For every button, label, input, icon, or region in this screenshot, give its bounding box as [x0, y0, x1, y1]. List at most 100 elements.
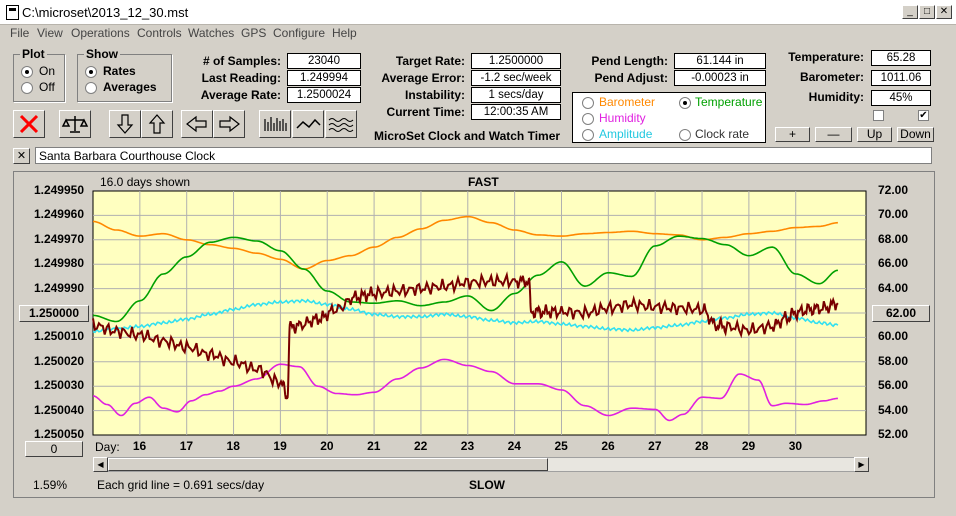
day-tick: 21: [367, 439, 381, 453]
instability-value: 1 secs/day: [471, 87, 561, 103]
chart-panel: [13, 171, 935, 498]
average-rate-value: 1.2500024: [287, 87, 361, 103]
pend-adjust-value: -0.00023 in: [674, 70, 766, 86]
sensor-select-box: [572, 92, 766, 143]
y-right-tick: 56.00: [878, 378, 909, 393]
arrow-left-icon: [186, 115, 207, 133]
barometer-option[interactable]: Barometer: [599, 95, 656, 109]
show-averages-radio[interactable]: [85, 82, 97, 94]
y-left-tick: 1.250040: [33, 402, 84, 417]
title-bar: [0, 0, 956, 25]
day-tick: 22: [413, 439, 428, 453]
up-button[interactable]: Up: [857, 127, 892, 142]
y-left-tick: 1.249960: [33, 207, 84, 222]
average-error-label: Average Error:: [381, 71, 465, 85]
fast-label: FAST: [468, 175, 499, 189]
temperature-value: 65.28: [871, 50, 931, 66]
bar-graph-button[interactable]: [259, 110, 291, 138]
day-tick: 26: [601, 439, 615, 453]
menu-operations[interactable]: Operations: [71, 26, 130, 40]
minimize-button[interactable]: _: [902, 5, 918, 19]
pend-length-label: Pend Length:: [591, 54, 668, 68]
day-tick: 20: [320, 439, 334, 453]
last-reading-value: 1.249994: [287, 70, 361, 86]
temperature-option[interactable]: Temperature: [695, 95, 763, 109]
samples-label: # of Samples:: [202, 54, 281, 68]
plot-on-radio[interactable]: [21, 66, 33, 78]
amplitude-option[interactable]: Amplitude: [599, 127, 653, 141]
line-graph-icon: [296, 118, 321, 129]
series-line-3: [92, 358, 838, 422]
wave-graph-button[interactable]: [325, 110, 357, 138]
barometer-value: 1011.06: [871, 70, 931, 86]
offset-button[interactable]: 0: [25, 441, 83, 457]
plus-button[interactable]: +: [775, 127, 810, 142]
y-right-tick: 72.00: [878, 183, 909, 197]
menu-help[interactable]: Help: [332, 26, 357, 40]
y-left-tick: 1.250050: [33, 427, 84, 441]
balance-scale-icon: [61, 116, 89, 133]
series-line-1: [92, 235, 838, 323]
day-tick: 18: [226, 439, 240, 453]
scroll-right-button[interactable]: [213, 110, 245, 138]
plot-group: Plot: [13, 47, 65, 102]
scroll-up-button[interactable]: [141, 110, 173, 138]
show-legend: Show: [84, 47, 120, 61]
grid-note: Each grid line = 0.691 secs/day: [97, 478, 265, 492]
left-center-button[interactable]: 1.250000: [19, 305, 89, 322]
clock-rate-option[interactable]: Clock rate: [695, 127, 750, 141]
right-center-button[interactable]: 62.00: [872, 305, 930, 322]
menu-configure[interactable]: Configure: [273, 26, 326, 40]
scroll-left-arrow[interactable]: ◀: [93, 457, 108, 472]
multi-wave-icon: [328, 118, 354, 132]
show-rates-radio[interactable]: [85, 66, 97, 78]
scroll-left-button[interactable]: [181, 110, 213, 138]
red-x-icon: [19, 114, 39, 134]
current-time-value: 12:00:35 AM: [471, 104, 561, 120]
down-button[interactable]: Down: [897, 127, 934, 142]
average-rate-label: Average Rate:: [200, 88, 281, 102]
calibrate-button[interactable]: [59, 110, 91, 138]
menu-gps[interactable]: GPS: [241, 26, 267, 40]
line-graph-button[interactable]: [292, 110, 324, 138]
checkbox-right[interactable]: ✔: [918, 110, 929, 121]
clear-clock-button[interactable]: ✕: [13, 148, 30, 164]
amplitude-radio[interactable]: [582, 129, 594, 141]
stop-button[interactable]: [13, 110, 45, 138]
clock-rate-radio[interactable]: [679, 129, 691, 141]
humidity-label: Humidity:: [808, 90, 864, 104]
checkbox-left[interactable]: [873, 110, 884, 121]
plot-legend: Plot: [20, 47, 47, 61]
humidity-radio[interactable]: [582, 113, 594, 125]
humidity-option[interactable]: Humidity: [599, 111, 646, 125]
scrollbar-thumb[interactable]: [108, 458, 548, 471]
maximize-button[interactable]: □: [919, 5, 935, 19]
clock-name-input[interactable]: Santa Barbara Courthouse Clock: [35, 147, 932, 164]
day-tick: 24: [507, 439, 521, 453]
close-button[interactable]: ✕: [936, 5, 952, 19]
menu-watches[interactable]: Watches: [188, 26, 235, 40]
arrow-down-icon: [116, 114, 134, 134]
scroll-right-arrow[interactable]: ▶: [854, 457, 869, 472]
menu-file[interactable]: File: [10, 26, 30, 40]
menu-controls[interactable]: Controls: [137, 26, 182, 40]
target-rate-label: Target Rate:: [395, 54, 465, 68]
temperature-radio[interactable]: [679, 97, 691, 109]
menu-view[interactable]: View: [37, 26, 63, 40]
current-time-label: Current Time:: [386, 105, 465, 119]
barometer-radio[interactable]: [582, 97, 594, 109]
bar-graph-icon: [264, 117, 287, 131]
y-left-tick: 1.249970: [33, 231, 84, 246]
app-icon: [6, 5, 19, 20]
day-tick: 16: [132, 439, 147, 453]
plot-off-radio[interactable]: [21, 82, 33, 94]
y-right-tick: 70.00: [878, 207, 909, 222]
y-right-tick: 58.00: [878, 353, 909, 368]
humidity-value: 45%: [871, 90, 931, 106]
y-right-tick: 68.00: [878, 231, 909, 246]
day-tick: 25: [554, 439, 568, 453]
scroll-down-button[interactable]: [109, 110, 141, 138]
y-left-tick: 1.249980: [33, 256, 84, 271]
target-rate-value[interactable]: 1.2500000: [471, 53, 561, 69]
minus-button[interactable]: —: [815, 127, 852, 142]
